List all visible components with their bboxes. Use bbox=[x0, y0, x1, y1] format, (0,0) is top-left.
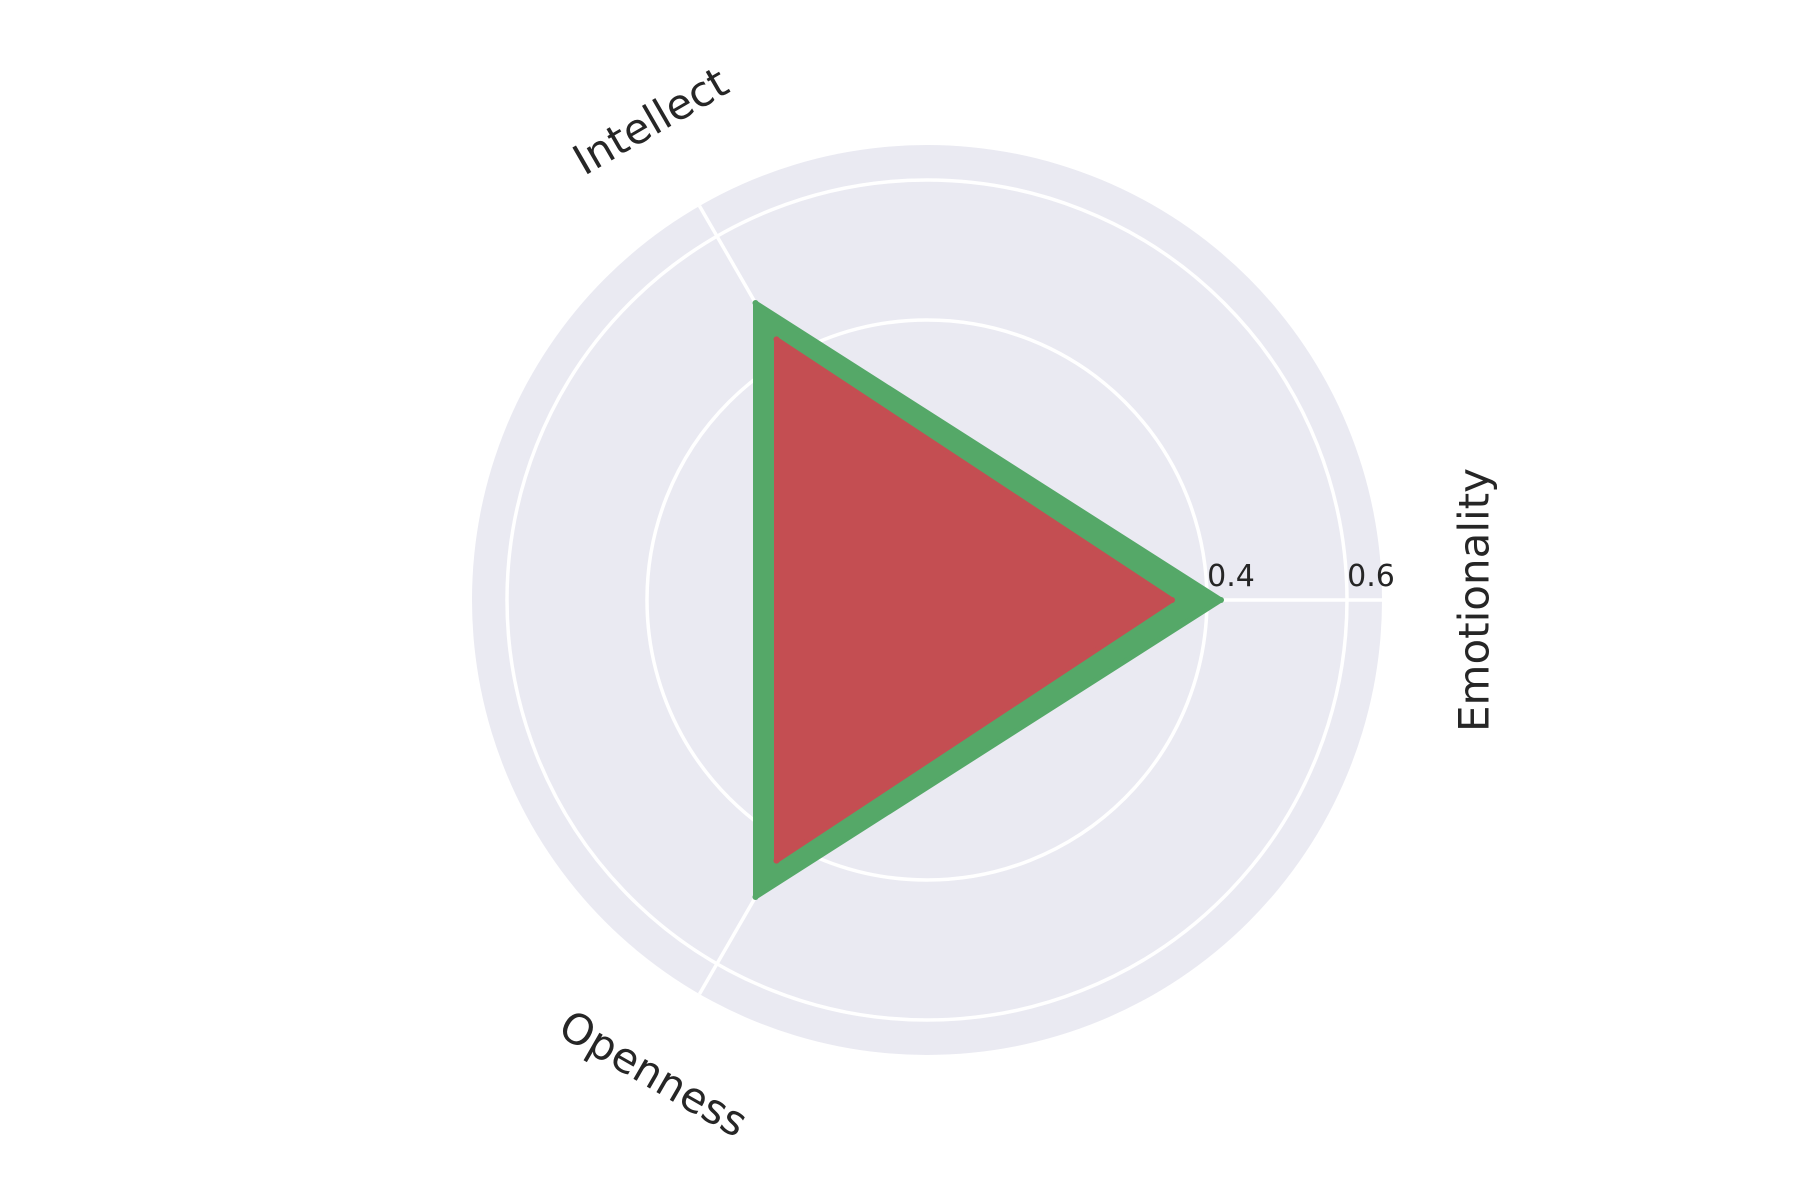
axis-label-openness: Openness bbox=[551, 1000, 756, 1147]
series-1-point-intellect bbox=[773, 336, 780, 343]
axis-label-emotionality: Emotionality bbox=[1450, 468, 1499, 732]
series-0-point-openness bbox=[752, 894, 759, 901]
series-0-point-emotionality bbox=[1218, 597, 1224, 603]
rtick-label-0: 0.4 bbox=[1207, 559, 1255, 594]
radar-series bbox=[752, 299, 1224, 901]
rtick-label-1: 0.6 bbox=[1347, 559, 1395, 594]
series-1-point-emotionality bbox=[1169, 597, 1175, 603]
radial-tick-labels: 0.4 0.6 bbox=[1207, 559, 1395, 594]
series-1-polygon bbox=[774, 336, 1175, 864]
series-0-point-intellect bbox=[752, 299, 759, 306]
series-1-point-openness bbox=[773, 857, 780, 864]
axis-label-intellect: Intellect bbox=[565, 57, 737, 184]
